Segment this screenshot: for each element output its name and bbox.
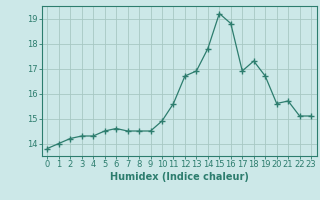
X-axis label: Humidex (Indice chaleur): Humidex (Indice chaleur) — [110, 172, 249, 182]
